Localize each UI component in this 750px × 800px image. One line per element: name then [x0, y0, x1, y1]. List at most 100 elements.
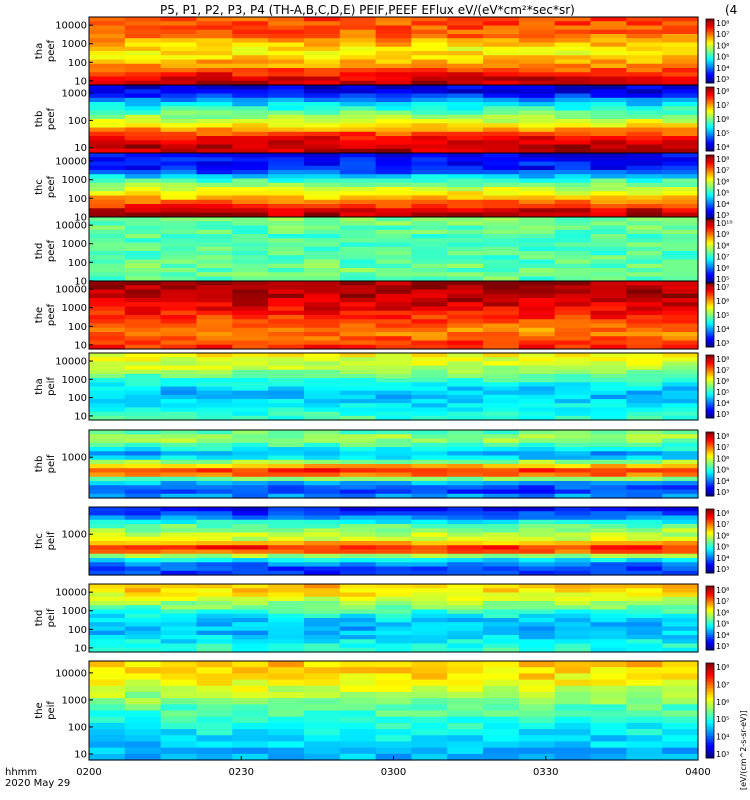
heatmap-cell: [411, 182, 448, 188]
heatmap-cell: [375, 246, 413, 252]
heatmap-cell: [590, 89, 627, 95]
heatmap-cell: [626, 195, 663, 201]
colorbar-segment: [706, 187, 714, 190]
heatmap-cell: [232, 195, 269, 201]
heatmap-cell: [160, 729, 198, 736]
heatmap-cell: [662, 281, 699, 286]
heatmap-cell: [411, 187, 448, 192]
heatmap-cell: [232, 528, 269, 534]
colorbar-segment: [706, 615, 714, 619]
heatmap-cell: [411, 191, 448, 197]
heatmap-cell: [124, 481, 162, 486]
heatmap-cell: [303, 741, 341, 749]
heatmap-cell: [554, 447, 592, 452]
heatmap-cell: [518, 357, 556, 362]
colorbar-segment: [706, 272, 714, 275]
heatmap-cell: [626, 336, 663, 342]
heatmap-cell: [339, 178, 377, 184]
heatmap-cell: [411, 272, 448, 278]
heatmap-cell: [447, 191, 484, 197]
heatmap-cell: [626, 382, 663, 388]
heatmap-cell: [447, 221, 484, 227]
heatmap-cell: [339, 51, 377, 56]
heatmap-cell: [196, 532, 233, 538]
heatmap-cell: [375, 140, 413, 146]
heatmap-cell: [303, 68, 341, 73]
heatmap-cell: [590, 451, 627, 457]
heatmap-cell: [303, 369, 341, 375]
colorbar-tick-label: 10⁵: [716, 388, 729, 397]
heatmap-cell: [518, 195, 556, 201]
heatmap-cell: [554, 411, 592, 417]
heatmap-cell: [196, 204, 233, 209]
heatmap-cell: [518, 411, 556, 417]
heatmap-cell: [268, 221, 305, 227]
heatmap-cell: [196, 234, 233, 239]
heatmap-cell: [483, 493, 520, 499]
colorbar-segment: [706, 295, 714, 299]
colorbar-segment: [706, 125, 714, 129]
heatmap-cell: [662, 302, 699, 308]
heatmap-cell: [160, 238, 198, 244]
heatmap-cell: [89, 199, 126, 205]
colorbar-segment: [706, 325, 714, 329]
heatmap-cell: [411, 722, 448, 730]
heatmap-cell: [518, 63, 556, 69]
heatmap-cell: [339, 148, 377, 154]
heatmap-cell: [160, 302, 198, 308]
heatmap-cell: [626, 72, 663, 78]
colorbar-segment: [706, 140, 714, 143]
heatmap-cell: [124, 622, 162, 628]
heatmap-cell: [160, 204, 198, 209]
heatmap-cell: [124, 541, 162, 546]
heatmap-cell: [89, 361, 126, 367]
heatmap-cell: [89, 722, 126, 730]
heatmap-cell: [339, 455, 377, 461]
heatmap-cell: [196, 630, 233, 636]
heatmap-cell: [662, 63, 699, 69]
heatmap-cell: [268, 63, 305, 69]
heatmap-cell: [447, 558, 484, 563]
heatmap-cell: [554, 344, 592, 350]
heatmap-cell: [411, 17, 448, 22]
heatmap-cell: [339, 373, 377, 379]
y-tick-label: 10000: [55, 668, 87, 679]
heatmap-cell: [232, 144, 269, 150]
heatmap-cell: [339, 182, 377, 188]
colorbar-segment: [706, 25, 714, 29]
heatmap-cell: [196, 489, 233, 495]
heatmap-cell: [339, 511, 377, 517]
heatmap-cell: [483, 238, 520, 244]
heatmap-cell: [590, 390, 627, 396]
heatmap-cell: [375, 511, 413, 517]
colorbar-segment: [706, 114, 714, 118]
heatmap-cell: [554, 238, 592, 244]
heatmap-cell: [662, 246, 699, 252]
heatmap-cell: [303, 170, 341, 175]
heatmap-cell: [89, 17, 126, 22]
heatmap-cell: [518, 596, 556, 602]
heatmap-cell: [626, 102, 663, 107]
heatmap-cell: [160, 157, 198, 163]
heatmap-cell: [590, 123, 627, 129]
heatmap-cell: [518, 415, 556, 421]
heatmap-cell: [590, 131, 627, 137]
colorbar-segment: [706, 344, 714, 348]
heatmap-cell: [124, 127, 162, 133]
colorbar-segment: [706, 227, 714, 231]
panel-ylabel-species: peif: [46, 454, 57, 473]
heatmap-cell: [303, 255, 341, 261]
heatmap-cell: [662, 442, 699, 448]
heatmap-cell: [411, 212, 448, 218]
heatmap-cell: [124, 613, 162, 619]
heatmap-cell: [268, 336, 305, 342]
heatmap-cell: [554, 584, 592, 589]
heatmap-cell: [232, 442, 269, 448]
heatmap-cell: [339, 378, 377, 383]
heatmap-cell: [554, 403, 592, 409]
heatmap-cell: [232, 596, 269, 602]
colorbar-segment: [706, 221, 714, 224]
heatmap-cell: [160, 562, 198, 568]
heatmap-cell: [483, 229, 520, 235]
